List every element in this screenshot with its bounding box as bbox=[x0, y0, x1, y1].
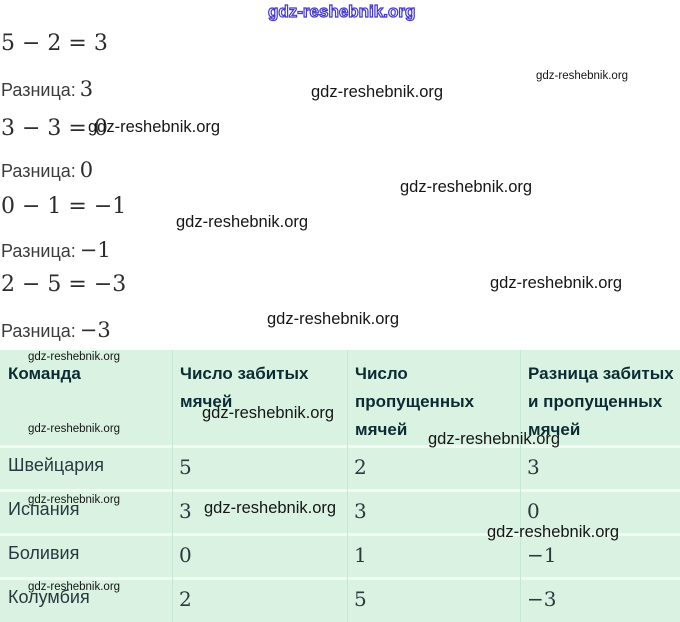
equation-1: 5 − 2 = 3 bbox=[1, 31, 108, 56]
difference-cell: −1 bbox=[520, 533, 680, 577]
difference-cell: 3 bbox=[520, 445, 680, 489]
watermark-text: gdz-reshebnik.org bbox=[28, 351, 121, 363]
column-header-difference: Разница забитых и пропущенных мячей bbox=[528, 364, 674, 439]
conceded-cell: 2 bbox=[347, 445, 520, 489]
team-cell: Испания bbox=[0, 489, 172, 533]
conceded-cell: 1 bbox=[347, 533, 520, 577]
watermark-text: gdz-reshebnik.org bbox=[176, 213, 309, 231]
watermark-text: gdz-reshebnik.org bbox=[487, 523, 620, 541]
column-header-scored: Число забитых мячей bbox=[180, 364, 309, 411]
difference-value: 3 bbox=[79, 77, 94, 101]
difference-line-1: Разница: 3 bbox=[1, 77, 93, 101]
difference-value: −3 bbox=[79, 318, 111, 342]
difference-value: −1 bbox=[79, 238, 111, 262]
scored-cell: 0 bbox=[172, 533, 347, 577]
scored-cell: 3 bbox=[172, 489, 347, 533]
conceded-cell: 5 bbox=[347, 577, 520, 622]
column-divider bbox=[172, 350, 173, 622]
team-cell: Боливия bbox=[0, 533, 172, 577]
watermark-text: gdz-reshebnik.org bbox=[311, 83, 444, 101]
results-table: Команда Число забитых мячей Число пропущ… bbox=[0, 350, 680, 622]
watermark-text: gdz-reshebnik.org bbox=[428, 430, 561, 448]
team-cell: Швейцария bbox=[0, 445, 172, 489]
watermark-text: gdz-reshebnik.org bbox=[28, 581, 121, 593]
watermark-text: gdz-reshebnik.org bbox=[267, 1, 416, 21]
difference-line-4: Разница: −3 bbox=[1, 318, 111, 342]
equation-2: 3 − 3 = 0 bbox=[1, 116, 108, 141]
difference-label: Разница: bbox=[1, 161, 76, 181]
difference-value: 0 bbox=[79, 158, 94, 182]
watermark-text: gdz-reshebnik.org bbox=[267, 310, 400, 328]
watermark-text: gdz-reshebnik.org bbox=[204, 499, 337, 517]
watermark-text: gdz-reshebnik.org bbox=[536, 70, 629, 82]
column-header-conceded: Число пропущенных мячей bbox=[355, 364, 475, 439]
difference-label: Разница: bbox=[1, 241, 76, 261]
watermark-text: gdz-reshebnik.org bbox=[88, 118, 221, 136]
difference-cell: 0 bbox=[520, 489, 680, 533]
watermark-text: gdz-reshebnik.org bbox=[490, 274, 623, 292]
difference-cell: −3 bbox=[520, 577, 680, 622]
watermark-text: gdz-reshebnik.org bbox=[400, 178, 533, 196]
difference-label: Разница: bbox=[1, 80, 76, 100]
watermark-text: gdz-reshebnik.org bbox=[28, 494, 121, 506]
column-divider bbox=[347, 350, 348, 622]
column-header-team: Команда bbox=[8, 364, 81, 383]
difference-line-2: Разница: 0 bbox=[1, 158, 93, 182]
conceded-cell: 3 bbox=[347, 489, 520, 533]
watermark-text: gdz-reshebnik.org bbox=[28, 423, 121, 435]
equation-3: 0 − 1 = −1 bbox=[1, 194, 127, 219]
scored-cell: 2 bbox=[172, 577, 347, 622]
equation-4: 2 − 5 = −3 bbox=[1, 272, 127, 297]
difference-label: Разница: bbox=[1, 321, 76, 341]
column-divider bbox=[520, 350, 521, 622]
watermark-text: gdz-reshebnik.org bbox=[202, 404, 335, 422]
difference-line-3: Разница: −1 bbox=[1, 238, 111, 262]
scored-cell: 5 bbox=[172, 445, 347, 489]
team-cell: Колумбия bbox=[0, 577, 172, 622]
